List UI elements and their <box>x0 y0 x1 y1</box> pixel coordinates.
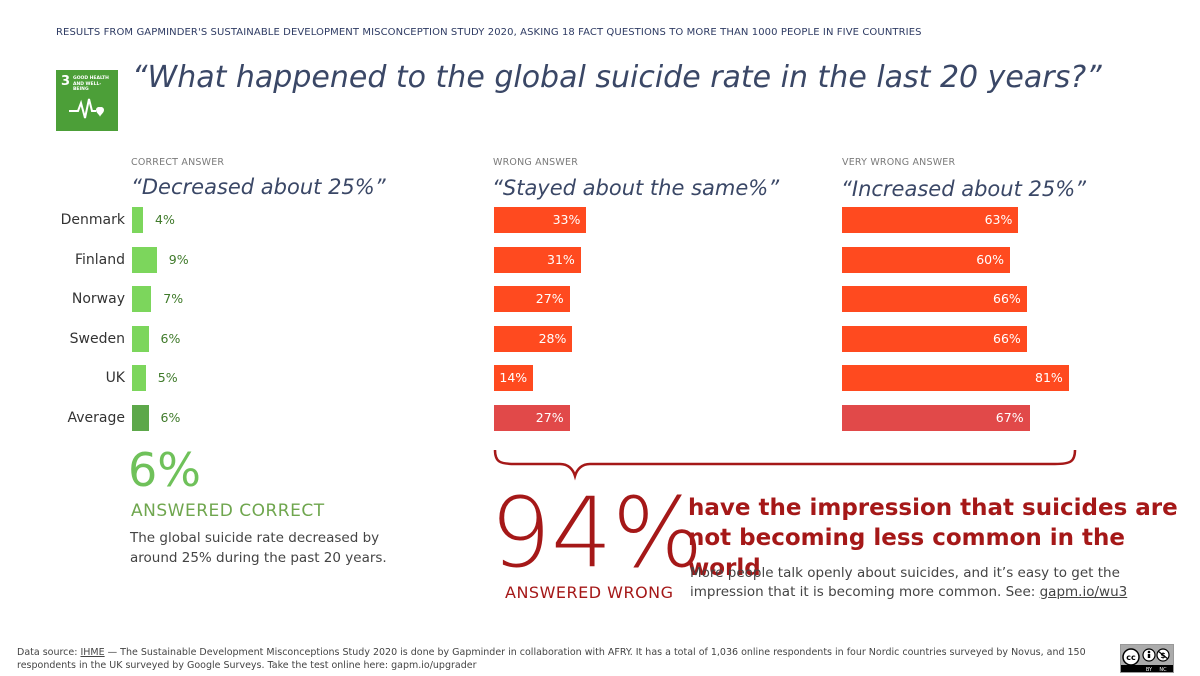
svg-text:cc: cc <box>1126 653 1136 662</box>
bar-0-denmark <box>132 207 143 233</box>
bar-value-label-0-sweden: 6% <box>160 330 181 346</box>
wrong-answer-heading: WRONG ANSWER <box>493 157 578 168</box>
wrong-answers-brace <box>493 449 1077 481</box>
bar-2-average <box>842 404 1030 431</box>
bar-2-uk <box>842 365 1069 391</box>
category-label-average: Average <box>67 409 126 426</box>
wrong-percentage: 94% <box>490 477 704 589</box>
bar-1-average <box>494 404 570 431</box>
bar-1-uk <box>494 365 534 391</box>
category-label-finland: Finland <box>74 251 125 268</box>
cc-license-badge[interactable]: cc $ BY NC <box>1120 644 1174 673</box>
bar-value-label-2-uk: 81% <box>1035 370 1063 385</box>
bar-value-label-0-finland: 9% <box>168 251 189 267</box>
answered-wrong-label: ANSWERED WRONG <box>505 583 674 602</box>
bar-1-sweden <box>494 325 573 352</box>
impression-statement: have the impression that suicides are no… <box>688 495 1178 581</box>
correct-answer-text: “Decreased about 25%” <box>131 175 386 199</box>
correct-description: The global suicide rate decreased by aro… <box>130 530 387 566</box>
bar-value-label-2-denmark: 63% <box>984 212 1013 227</box>
heartbeat-icon <box>69 98 104 119</box>
category-label-norway: Norway <box>71 291 125 307</box>
category-label-sweden: Sweden <box>69 330 125 347</box>
bar-value-label-0-denmark: 4% <box>155 212 175 227</box>
wu3-link[interactable]: gapm.io/wu3 <box>1039 584 1128 600</box>
very-wrong-answer-text: “Increased about 25%” <box>841 177 1087 201</box>
bar-2-denmark <box>842 207 1019 233</box>
wrong-description: More people talk openly about suicides, … <box>690 564 1130 602</box>
correct-percentage: 6% <box>128 443 201 497</box>
cc-by-nc-icon: cc $ BY NC <box>1121 645 1173 673</box>
bar-value-label-1-sweden: 28% <box>538 330 567 346</box>
cc-by-label: BY <box>1146 667 1153 672</box>
sdg-number: 3 <box>61 74 71 89</box>
bar-2-sweden <box>842 325 1027 352</box>
bar-0-sweden <box>132 325 149 352</box>
sdg-label: GOOD HEALTH AND WELL-BEING <box>73 76 109 92</box>
bar-0-average <box>132 404 149 431</box>
category-label-denmark: Denmark <box>60 212 125 228</box>
bar-1-denmark <box>494 207 587 233</box>
bar-value-label-1-denmark: 33% <box>552 212 581 227</box>
wrong-answer-text: “Stayed about the same%” <box>492 176 780 200</box>
bar-value-label-0-average: 6% <box>160 409 181 425</box>
ihme-link[interactable]: IHME <box>80 647 105 658</box>
category-label-uk: UK <box>105 370 125 386</box>
bar-value-label-1-norway: 27% <box>535 291 564 306</box>
wrong-description-text: More people talk openly about suicides, … <box>690 565 1120 600</box>
question-title: “What happened to the global suicide rat… <box>132 60 1102 95</box>
footer-note: Data source: IHME — The Sustainable Deve… <box>17 646 1112 672</box>
footer-text: — The Sustainable Development Misconcept… <box>17 647 1086 671</box>
bar-value-label-1-finland: 31% <box>547 251 575 267</box>
correct-answer-heading: CORRECT ANSWER <box>131 157 225 168</box>
study-header-note: RESULTS FROM GAPMINDER'S SUSTAINABLE DEV… <box>56 27 922 38</box>
bar-value-label-0-norway: 7% <box>163 291 184 306</box>
bar-1-norway <box>494 286 570 312</box>
bar-value-label-1-average: 27% <box>535 409 564 425</box>
bar-value-label-2-average: 67% <box>995 409 1024 425</box>
sdg-goal-3-badge: 3 GOOD HEALTH AND WELL-BEING <box>56 70 118 131</box>
bar-value-label-2-finland: 60% <box>976 251 1004 267</box>
footer-source-prefix: Data source: <box>17 647 81 658</box>
bar-value-label-1-uk: 14% <box>499 370 528 385</box>
cc-nc-label: NC <box>1159 667 1167 672</box>
bar-2-norway <box>842 286 1027 312</box>
bar-0-norway <box>132 286 152 312</box>
answered-correct-label: ANSWERED CORRECT <box>131 501 325 521</box>
bar-0-uk <box>132 365 146 391</box>
bar-value-label-2-sweden: 66% <box>993 330 1021 346</box>
bar-0-finland <box>132 246 157 273</box>
bar-value-label-2-norway: 66% <box>993 291 1021 306</box>
bar-1-finland <box>494 246 581 273</box>
bar-value-label-0-uk: 5% <box>157 370 178 385</box>
bar-2-finland <box>842 246 1010 273</box>
very-wrong-answer-heading: VERY WRONG ANSWER <box>842 157 956 168</box>
